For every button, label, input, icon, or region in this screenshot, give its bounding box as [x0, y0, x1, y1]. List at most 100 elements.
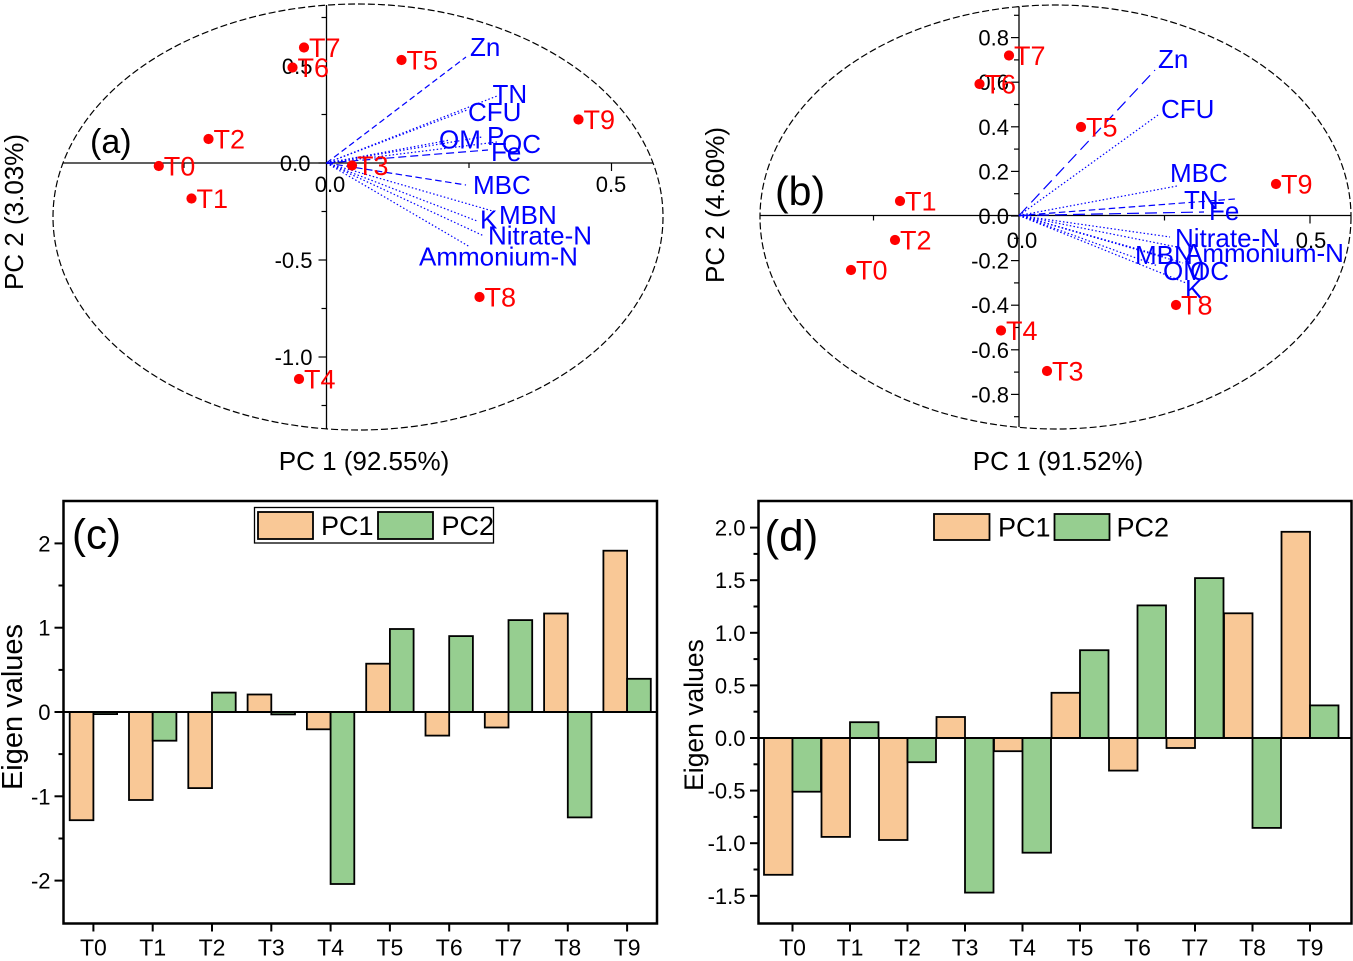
svg-text:T3: T3: [357, 151, 389, 181]
svg-text:(a): (a): [90, 123, 132, 161]
svg-text:T9: T9: [1281, 170, 1313, 200]
svg-text:Nitrate-N: Nitrate-N: [1175, 223, 1279, 253]
svg-text:T5: T5: [1086, 113, 1118, 143]
svg-text:T8: T8: [1181, 291, 1213, 321]
svg-text:-1.5: -1.5: [708, 884, 746, 909]
svg-text:T8: T8: [485, 283, 517, 313]
svg-text:T5: T5: [407, 46, 439, 76]
svg-text:T1: T1: [837, 935, 864, 957]
svg-text:K: K: [480, 205, 498, 235]
svg-text:CFU: CFU: [468, 97, 521, 127]
svg-text:OM: OM: [1163, 256, 1205, 286]
svg-text:T8: T8: [1239, 935, 1266, 957]
svg-text:TN: TN: [493, 79, 528, 109]
svg-text:Zn: Zn: [1158, 44, 1188, 74]
svg-text:(c): (c): [72, 511, 121, 558]
svg-text:T7: T7: [309, 33, 341, 63]
svg-text:0.4: 0.4: [978, 115, 1009, 140]
svg-text:PC1: PC1: [321, 511, 374, 541]
svg-text:1.0: 1.0: [715, 621, 746, 646]
svg-text:T7: T7: [1014, 41, 1046, 71]
svg-text:OM: OM: [439, 125, 481, 155]
svg-text:Eigen values: Eigen values: [0, 624, 29, 790]
svg-text:Fe: Fe: [491, 137, 521, 167]
svg-text:(d): (d): [765, 512, 819, 561]
svg-text:CFU: CFU: [1161, 94, 1214, 124]
svg-text:0.0: 0.0: [978, 204, 1009, 229]
svg-text:T6: T6: [1124, 935, 1151, 957]
svg-text:-1: -1: [31, 784, 51, 809]
svg-text:Ammonium-N: Ammonium-N: [419, 242, 578, 272]
svg-text:T0: T0: [779, 935, 806, 957]
svg-text:T0: T0: [856, 256, 888, 286]
svg-text:T9: T9: [614, 935, 641, 957]
svg-text:0: 0: [38, 700, 50, 725]
svg-text:T2: T2: [894, 935, 921, 957]
svg-text:MBC: MBC: [1170, 158, 1228, 188]
svg-text:0.5: 0.5: [715, 673, 746, 698]
svg-text:PC2: PC2: [1117, 513, 1170, 543]
svg-text:1.5: 1.5: [715, 568, 746, 593]
svg-text:T3: T3: [258, 935, 285, 957]
svg-text:-0.5: -0.5: [275, 248, 313, 273]
svg-text:MBN: MBN: [499, 200, 557, 230]
svg-text:-0.6: -0.6: [971, 338, 1009, 363]
svg-text:0.8: 0.8: [978, 26, 1009, 51]
svg-text:PC 1 (92.55%): PC 1 (92.55%): [279, 446, 450, 476]
svg-text:0.5: 0.5: [1296, 228, 1327, 253]
svg-text:1: 1: [38, 616, 50, 641]
svg-text:T1: T1: [139, 935, 166, 957]
svg-text:MBC: MBC: [473, 170, 531, 200]
svg-text:T4: T4: [1006, 316, 1038, 346]
svg-text:-1.0: -1.0: [708, 831, 746, 856]
svg-text:K: K: [1185, 274, 1203, 304]
svg-text:0.0: 0.0: [315, 172, 346, 197]
svg-text:T0: T0: [164, 152, 196, 182]
svg-text:2: 2: [38, 531, 50, 556]
svg-text:T5: T5: [1067, 935, 1094, 957]
svg-text:OC: OC: [1190, 256, 1229, 286]
svg-text:0.2: 0.2: [978, 159, 1009, 184]
svg-text:MBN: MBN: [1135, 240, 1193, 270]
svg-text:T6: T6: [436, 935, 463, 957]
svg-text:0.0: 0.0: [715, 726, 746, 751]
svg-text:T3: T3: [952, 935, 979, 957]
svg-text:T9: T9: [1297, 935, 1324, 957]
svg-text:T4: T4: [1009, 935, 1036, 957]
svg-text:PC 1 (91.52%): PC 1 (91.52%): [973, 446, 1144, 476]
svg-text:-2: -2: [31, 869, 51, 894]
svg-text:Eigen values: Eigen values: [679, 639, 709, 791]
svg-text:T1: T1: [905, 187, 937, 217]
svg-text:T5: T5: [376, 935, 403, 957]
svg-text:2.0: 2.0: [715, 516, 746, 541]
svg-text:PC 2 (3.03%): PC 2 (3.03%): [0, 134, 29, 290]
svg-text:T2: T2: [214, 125, 246, 155]
svg-text:T4: T4: [304, 365, 336, 395]
svg-text:Ammonium-N: Ammonium-N: [1185, 238, 1344, 268]
svg-text:P: P: [487, 121, 504, 151]
svg-text:0.0: 0.0: [1007, 228, 1038, 253]
svg-text:T0: T0: [80, 935, 107, 957]
svg-text:T6: T6: [985, 70, 1017, 100]
svg-text:T4: T4: [317, 935, 344, 957]
svg-text:-0.5: -0.5: [708, 779, 746, 804]
svg-text:-1.0: -1.0: [275, 345, 313, 370]
svg-text:T3: T3: [1052, 357, 1084, 387]
svg-text:PC1: PC1: [998, 513, 1051, 543]
svg-text:Zn: Zn: [470, 32, 500, 62]
svg-text:T9: T9: [584, 105, 616, 135]
svg-text:T2: T2: [199, 935, 226, 957]
svg-text:-0.2: -0.2: [971, 249, 1009, 274]
svg-text:T6: T6: [298, 53, 330, 83]
svg-text:T8: T8: [554, 935, 581, 957]
svg-text:0.0: 0.0: [280, 151, 311, 176]
svg-text:PC 2 (4.60%): PC 2 (4.60%): [700, 127, 730, 283]
svg-text:Fe: Fe: [1209, 196, 1239, 226]
svg-text:TN: TN: [1184, 185, 1219, 215]
svg-text:T2: T2: [900, 226, 932, 256]
svg-text:Nitrate-N: Nitrate-N: [488, 221, 592, 251]
svg-text:0.5: 0.5: [596, 172, 627, 197]
svg-text:(b): (b): [775, 168, 825, 214]
svg-text:PC2: PC2: [442, 511, 495, 541]
svg-text:T7: T7: [495, 935, 522, 957]
